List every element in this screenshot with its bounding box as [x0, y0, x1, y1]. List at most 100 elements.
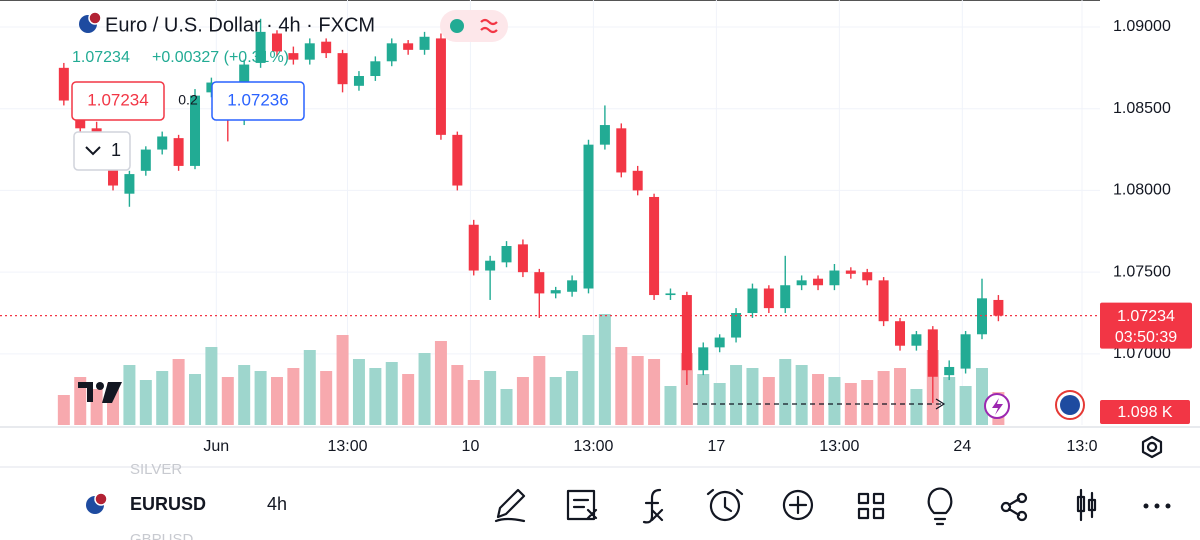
watchlist-next[interactable]: GBPUSD: [130, 531, 194, 540]
volume-bar: [533, 356, 546, 425]
candle-body: [370, 61, 381, 77]
candle-body: [435, 38, 446, 135]
candle-body: [780, 285, 791, 309]
volume-bar: [139, 380, 152, 425]
axis-settings[interactable]: [1141, 435, 1163, 459]
symbol-flag-us: [88, 11, 102, 25]
volume-bar: [451, 365, 464, 425]
candle-body: [321, 41, 332, 54]
volume-bar: [894, 368, 907, 425]
quantity-dropdown[interactable]: [73, 131, 131, 171]
more-dot[interactable]: [1154, 503, 1160, 509]
volume-bar: [762, 377, 775, 425]
notes-tool[interactable]: [566, 489, 598, 521]
candle-body: [534, 272, 545, 294]
candle-body: [960, 334, 971, 369]
grid: [0, 0, 1100, 425]
x-tick-label: 17: [707, 438, 725, 455]
candle-body: [353, 76, 364, 86]
volume-bar: [418, 353, 431, 425]
volume-bar: [500, 389, 513, 425]
volume-bar: [369, 368, 382, 425]
volume-bar: [189, 374, 202, 425]
y-tick-label: 1.08000: [1113, 182, 1171, 199]
candle-body: [501, 246, 512, 263]
volume-bar: [959, 386, 972, 425]
volume-bar: [320, 371, 333, 425]
volume-bar: [680, 353, 693, 425]
candle-body: [583, 144, 594, 289]
candle-body: [845, 270, 856, 274]
watchlist-prev[interactable]: SILVER: [130, 461, 182, 478]
tv-logo: [78, 382, 122, 403]
candle-body: [632, 170, 643, 191]
volume-tag: [1100, 400, 1190, 424]
market-open-dot: [450, 19, 464, 33]
volume-bar: [434, 341, 447, 425]
volume-bar: [746, 368, 759, 425]
layout-tool[interactable]: [857, 492, 885, 520]
volume-bar: [172, 359, 185, 425]
volume-bar: [123, 365, 136, 425]
volume-bar: [287, 368, 300, 425]
candle-body: [665, 293, 676, 296]
symbol-title: Euro / U.S. Dollar · 4h · FXCM: [105, 14, 375, 36]
toolbar-flag-us: [94, 492, 108, 506]
candle-body: [567, 280, 578, 292]
x-tick-label: 13:0: [1066, 438, 1097, 455]
buy-price[interactable]: 1.07236: [227, 90, 288, 109]
candle-body: [403, 43, 414, 50]
spread: 0.2: [178, 92, 198, 108]
candle-body: [731, 313, 742, 338]
add-tool[interactable]: [782, 489, 814, 521]
volume-bar: [910, 389, 923, 425]
eu-flag: [1060, 395, 1080, 415]
candle-body: [304, 43, 315, 60]
volume-bar: [975, 368, 988, 425]
sell-price[interactable]: 1.07234: [87, 90, 148, 109]
candle-body: [747, 288, 758, 314]
share-tool[interactable]: [1000, 492, 1028, 522]
sell-button[interactable]: [71, 81, 165, 121]
toolbar-symbol[interactable]: EURUSD: [130, 494, 206, 514]
volume-bar: [566, 371, 579, 425]
more-dot[interactable]: [1143, 503, 1149, 509]
volume-tag-label: 1.098 K: [1117, 404, 1172, 421]
volume-bar: [205, 347, 218, 425]
buy-button[interactable]: [211, 81, 305, 121]
candle-body: [173, 138, 184, 166]
candle-body: [829, 270, 840, 286]
volume-bar: [631, 356, 644, 425]
indicators-tool[interactable]: [642, 488, 664, 524]
draw-tool[interactable]: [494, 488, 526, 523]
candle-body: [763, 288, 774, 309]
ideas-tool[interactable]: [927, 487, 953, 526]
status-pill[interactable]: [440, 10, 508, 42]
y-tick-label: 1.09000: [1113, 18, 1171, 35]
volume-bar: [57, 395, 70, 425]
price-change: +0.00327 (+0.31%): [152, 49, 289, 66]
volume-bar: [779, 359, 792, 425]
data-delay-icon: [480, 18, 498, 34]
arrow-head: [935, 398, 946, 410]
volume-bar: [90, 389, 103, 425]
volume-bar: [615, 347, 628, 425]
more-dot[interactable]: [1165, 503, 1171, 509]
volume-bar: [549, 377, 562, 425]
toolbar-interval[interactable]: 4h: [267, 494, 287, 514]
chevron: [85, 146, 101, 156]
lightning-icon: [992, 398, 1003, 415]
y-tick-label: 1.07000: [1113, 345, 1171, 362]
candle-body: [911, 334, 922, 346]
candle-body: [386, 43, 397, 62]
volume-bar: [352, 359, 365, 425]
volume-bar: [828, 377, 841, 425]
alert-tool[interactable]: [706, 488, 744, 522]
x-tick-label: 13:00: [573, 438, 613, 455]
bottom-toolbar: SILVER EURUSD 4h GBPUSD: [86, 461, 1171, 540]
volume-bar: [402, 374, 415, 425]
volume-bar: [484, 371, 497, 425]
overlay: [0, 315, 1100, 420]
chart-type-tool[interactable]: [1076, 488, 1097, 522]
